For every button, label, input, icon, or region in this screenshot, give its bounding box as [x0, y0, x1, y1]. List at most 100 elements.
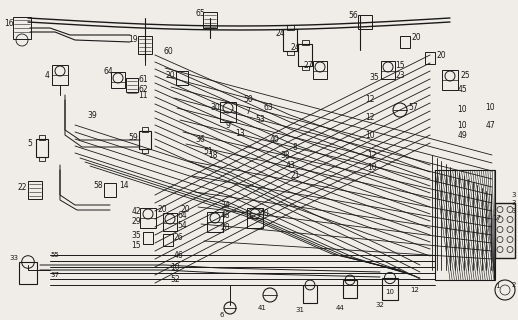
Text: 45: 45 [457, 85, 467, 94]
Text: 3: 3 [512, 200, 516, 206]
Text: 3: 3 [512, 208, 516, 214]
Text: 18: 18 [208, 150, 218, 159]
Bar [19, 262, 37, 284]
Text: 47: 47 [485, 121, 495, 130]
Text: 52: 52 [170, 276, 180, 284]
Text: 64: 64 [103, 68, 113, 76]
Text: 37: 37 [50, 272, 60, 278]
Text: 26: 26 [173, 234, 183, 243]
Bar [283, 29, 297, 51]
Text: 39: 39 [87, 110, 97, 119]
Text: 38: 38 [280, 150, 290, 159]
Text: 30: 30 [210, 102, 220, 111]
Bar [425, 52, 435, 64]
Text: 59: 59 [128, 133, 138, 142]
Text: 20: 20 [165, 70, 175, 79]
Bar [143, 232, 153, 244]
Bar [286, 25, 294, 30]
Text: 3: 3 [512, 192, 516, 198]
Bar [301, 66, 309, 70]
Text: 16: 16 [4, 19, 14, 28]
Text: 12: 12 [365, 114, 375, 123]
Bar [400, 36, 410, 48]
Bar [301, 40, 309, 45]
Bar [163, 234, 173, 246]
Text: 51: 51 [203, 148, 213, 156]
Bar [13, 17, 31, 39]
Bar [138, 36, 152, 54]
Bar [286, 51, 294, 55]
Bar [142, 149, 148, 153]
Text: 5: 5 [27, 139, 33, 148]
Bar [220, 102, 236, 122]
Text: 2: 2 [512, 282, 516, 288]
Text: 49: 49 [457, 131, 467, 140]
Text: 61: 61 [138, 76, 148, 84]
Text: 6: 6 [220, 312, 224, 318]
Text: 33: 33 [9, 255, 19, 261]
Text: 29: 29 [131, 218, 141, 227]
Bar [203, 12, 217, 28]
Text: 56: 56 [348, 12, 358, 20]
Text: 58: 58 [93, 180, 103, 189]
Bar [343, 280, 357, 298]
Bar [142, 127, 148, 132]
Bar [111, 72, 125, 88]
Text: 10: 10 [457, 121, 467, 130]
Bar [163, 213, 177, 231]
Text: 48: 48 [220, 211, 230, 220]
Text: 15: 15 [395, 60, 405, 69]
Text: 13: 13 [235, 129, 245, 138]
Bar [495, 203, 515, 258]
Text: 14: 14 [119, 180, 129, 189]
Text: 53: 53 [255, 116, 265, 124]
Text: 36: 36 [195, 135, 205, 145]
Text: 42: 42 [131, 207, 141, 217]
Text: 10: 10 [385, 289, 395, 295]
Bar [140, 208, 156, 228]
Text: 34: 34 [220, 201, 230, 210]
Bar [207, 212, 223, 232]
Text: 25: 25 [460, 70, 470, 79]
Text: 12: 12 [365, 95, 375, 105]
Bar [36, 139, 48, 157]
Text: 8: 8 [293, 143, 297, 153]
Bar [139, 131, 151, 149]
Bar [126, 78, 138, 92]
Text: 31: 31 [295, 307, 305, 313]
Text: 21: 21 [290, 171, 300, 180]
Text: 40: 40 [270, 135, 280, 145]
Text: 35: 35 [131, 231, 141, 241]
Text: 20: 20 [411, 34, 421, 43]
Text: 10: 10 [170, 263, 180, 273]
Text: 46: 46 [173, 251, 183, 260]
Text: 41: 41 [257, 305, 266, 311]
Text: 20: 20 [436, 51, 446, 60]
Bar [298, 44, 312, 66]
Text: 65: 65 [195, 10, 205, 19]
Text: 43: 43 [285, 161, 295, 170]
Bar [104, 183, 116, 197]
Text: 63: 63 [263, 103, 273, 113]
Text: 20: 20 [180, 205, 190, 214]
Text: 64: 64 [177, 211, 187, 220]
Bar [382, 278, 398, 300]
Text: 9: 9 [225, 121, 231, 130]
Text: 28: 28 [220, 223, 230, 233]
Bar [435, 170, 495, 280]
Text: 10: 10 [365, 131, 375, 140]
Text: 60: 60 [163, 47, 173, 57]
Text: 1: 1 [495, 283, 499, 289]
Text: 57: 57 [408, 102, 418, 111]
Text: 27: 27 [303, 60, 313, 69]
Text: 35: 35 [369, 74, 379, 83]
Text: 24: 24 [275, 28, 285, 37]
Text: 50: 50 [243, 95, 253, 105]
Text: 10: 10 [367, 164, 377, 172]
Text: 44: 44 [336, 305, 344, 311]
Bar [358, 15, 372, 29]
Text: 11: 11 [138, 91, 148, 100]
Text: 23: 23 [395, 70, 405, 79]
Bar [303, 285, 317, 303]
Text: 15: 15 [131, 242, 141, 251]
